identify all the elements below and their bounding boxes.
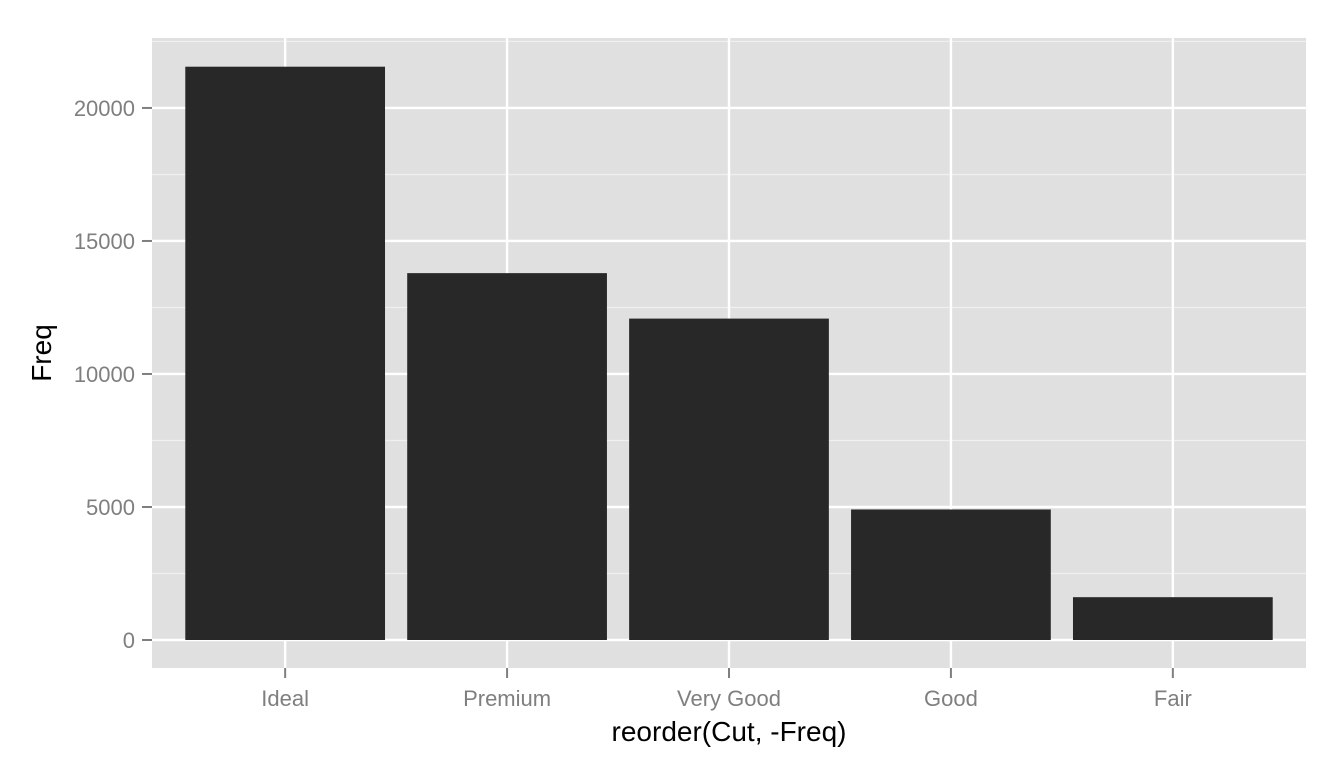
y-tick-label: 0 [123,628,135,653]
bar-premium [407,273,607,640]
x-tick-label: Good [924,686,978,711]
y-tick-label: 20000 [74,96,135,121]
y-tick-label: 5000 [86,495,135,520]
bars [185,66,1273,641]
bar-very-good [629,318,829,640]
y-axis-ticks: 0 5000 10000 15000 20000 [74,96,152,653]
x-tick-label: Fair [1154,686,1192,711]
bar-good [851,509,1051,640]
x-tick-label: Very Good [677,686,781,711]
x-tick-label: Ideal [261,686,309,711]
x-axis-title: reorder(Cut, -Freq) [612,716,847,747]
y-tick-label: 10000 [74,362,135,387]
y-tick-label: 15000 [74,229,135,254]
x-axis-ticks: Ideal Premium Very Good Good Fair [261,668,1192,711]
bar-ideal [185,66,386,641]
bar-fair [1072,597,1273,640]
y-axis-title: Freq [26,324,57,382]
x-tick-label: Premium [463,686,551,711]
